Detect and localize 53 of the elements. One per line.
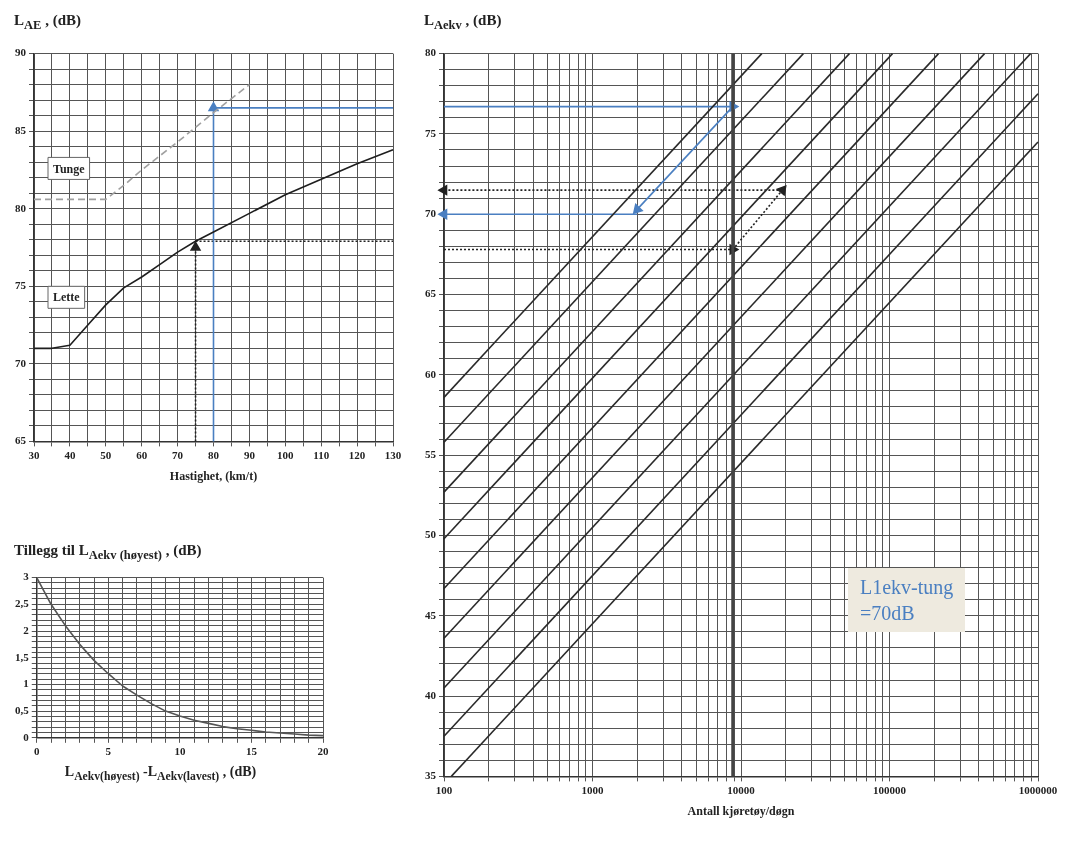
y-axis-title: Tillegg til L$_{Aekv (høyest)}$ , (dB) <box>14 542 202 563</box>
y-tick-label: 60 <box>425 367 437 380</box>
x-tick-label: 100000 <box>873 783 907 796</box>
y-tick-label: 75 <box>425 126 437 139</box>
y-tick-label: 80 <box>425 46 437 59</box>
x-tick-label: 70 <box>172 448 184 461</box>
x-tick-label: 20 <box>317 745 329 758</box>
y-axis-title: L$_{Aekv}$ , (dB) <box>424 12 502 33</box>
y-tick-label: 90 <box>15 46 27 59</box>
y-tick-label: 2,5 <box>15 597 30 610</box>
y-tick-label: 40 <box>425 688 437 701</box>
y-tick-label: 1 <box>23 677 29 690</box>
x-tick-label: 60 <box>136 448 148 461</box>
y-tick-label: 3 <box>23 570 30 583</box>
x-tick-label: 90 <box>243 448 256 461</box>
y-tick-label: 75 <box>15 279 27 292</box>
series-label: Lette <box>53 290 81 305</box>
x-tick-label: 1000000 <box>1018 783 1058 796</box>
x-tick-label: 80 <box>208 448 220 461</box>
x-tick-label: 50 <box>100 448 112 461</box>
x-tick-label: 30 <box>28 448 40 461</box>
x-tick-label: 1000 <box>581 783 604 796</box>
y-tick-label: 0 <box>23 730 30 743</box>
y-tick-label: 65 <box>15 434 27 447</box>
x-tick-label: 100 <box>435 783 453 796</box>
x-axis-title: Hastighet, (km/t) <box>169 468 258 483</box>
y-axis-title: L$_{AE}$ , (dB) <box>14 12 81 33</box>
x-axis-title: Antall kjøretøy/døgn <box>687 803 795 818</box>
x-tick-label: 110 <box>313 448 330 461</box>
x-tick-label: 15 <box>245 745 258 758</box>
y-tick-label: 0,5 <box>15 703 30 716</box>
x-tick-label: 5 <box>105 745 112 758</box>
x-tick-label: 10000 <box>727 783 756 796</box>
x-tick-label: 120 <box>348 448 366 461</box>
x-tick-label: 0 <box>34 745 40 758</box>
y-tick-label: 1,5 <box>15 650 30 663</box>
x-tick-label: 100 <box>277 448 295 461</box>
x-tick-label: 130 <box>384 448 402 461</box>
y-tick-label: 45 <box>425 608 437 621</box>
y-tick-label: 85 <box>15 124 27 136</box>
x-tick-label: 10 <box>174 745 186 758</box>
series-label: Tunge <box>53 161 86 176</box>
y-tick-label: 50 <box>425 528 437 541</box>
y-tick-label: 2 <box>23 623 30 636</box>
y-tick-label: 35 <box>425 769 437 782</box>
x-axis-title: L$_{Aekv(høyest)}$ -L$_{Aekv(lavest)}$ , (dB) <box>63 764 258 783</box>
y-tick-label: 55 <box>425 448 437 460</box>
x-tick-label: 40 <box>64 448 76 461</box>
y-tick-label: 70 <box>15 356 27 369</box>
y-tick-label: 65 <box>425 287 437 300</box>
y-tick-label: 80 <box>15 201 27 214</box>
annotation: L1ekv-tung =70dB <box>848 568 966 632</box>
y-tick-label: 70 <box>425 207 437 220</box>
